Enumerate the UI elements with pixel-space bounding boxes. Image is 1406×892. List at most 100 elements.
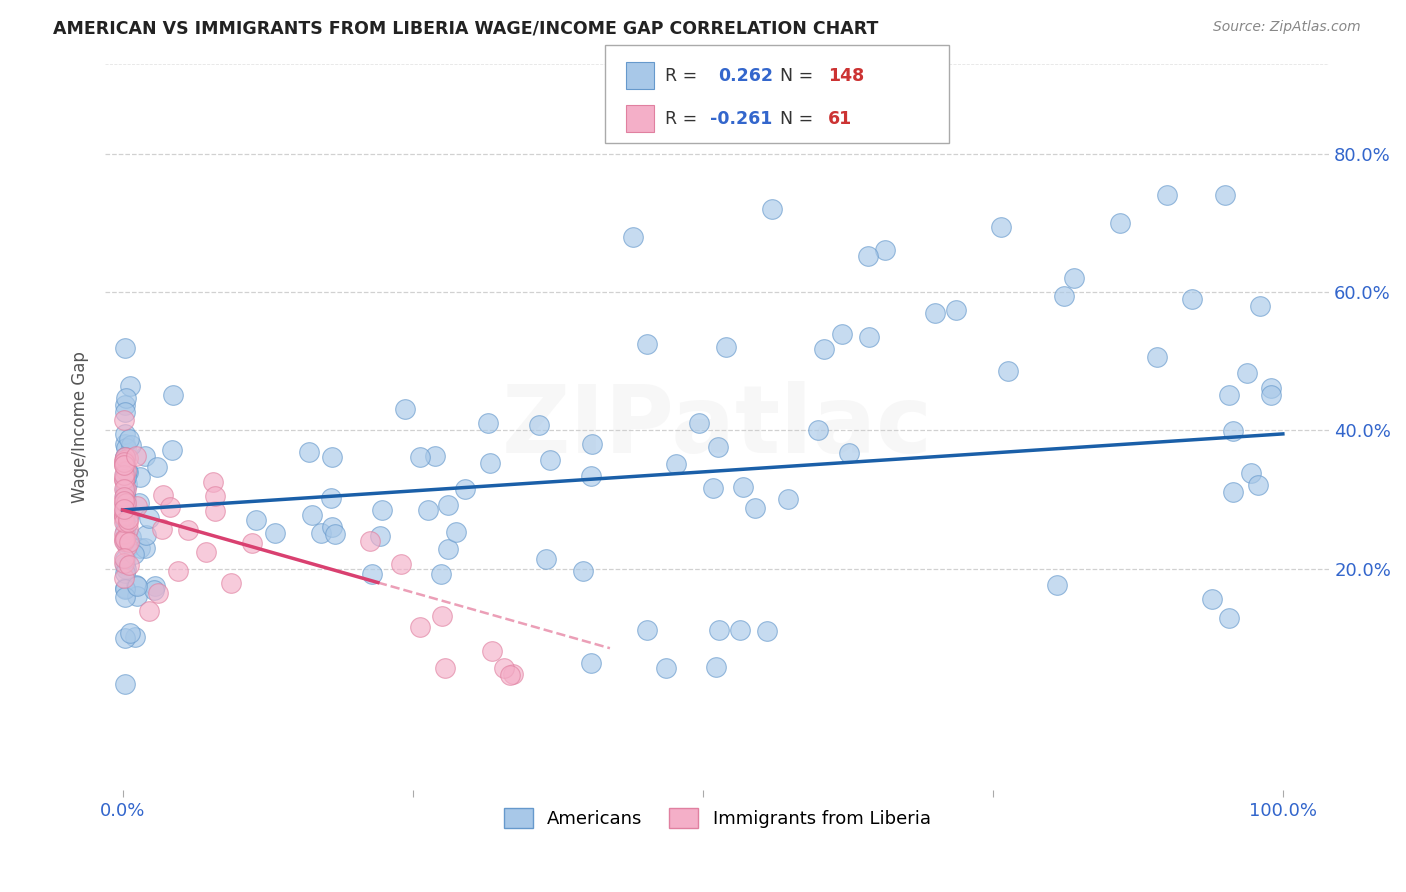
Point xyxy=(159,500,181,514)
Point xyxy=(114,551,136,566)
Point xyxy=(245,513,267,527)
Point xyxy=(135,528,157,542)
Point xyxy=(112,412,135,426)
Point xyxy=(297,445,319,459)
Point xyxy=(112,490,135,504)
Point xyxy=(831,326,853,341)
Point xyxy=(359,533,381,548)
Point xyxy=(114,533,136,548)
Text: 148: 148 xyxy=(828,67,865,85)
Point xyxy=(114,582,136,596)
Text: AMERICAN VS IMMIGRANTS FROM LIBERIA WAGE/INCOME GAP CORRELATION CHART: AMERICAN VS IMMIGRANTS FROM LIBERIA WAGE… xyxy=(53,20,879,37)
Point xyxy=(114,398,136,412)
Point xyxy=(114,341,136,355)
Point xyxy=(579,469,602,483)
Text: N =: N = xyxy=(780,67,820,85)
Text: N =: N = xyxy=(780,110,820,128)
Point xyxy=(167,564,190,578)
Point xyxy=(114,500,136,515)
Point xyxy=(492,661,515,675)
Point xyxy=(118,534,141,549)
Point xyxy=(1063,271,1085,285)
Point xyxy=(112,551,135,566)
Point xyxy=(114,450,136,464)
Point xyxy=(858,330,880,344)
Point xyxy=(264,526,287,541)
Point xyxy=(112,510,135,524)
Point xyxy=(360,567,382,582)
Point xyxy=(152,488,174,502)
Point xyxy=(115,491,138,506)
Point xyxy=(114,491,136,506)
Point xyxy=(538,453,561,467)
Point xyxy=(665,458,688,472)
Point xyxy=(1046,577,1069,591)
Point xyxy=(118,508,141,522)
Point xyxy=(114,497,136,511)
Point xyxy=(127,589,149,603)
Point xyxy=(124,547,146,561)
Point xyxy=(115,496,138,510)
Point xyxy=(112,532,135,546)
Point xyxy=(112,458,135,472)
Point xyxy=(124,630,146,644)
Point xyxy=(114,489,136,503)
Point xyxy=(115,482,138,496)
Point xyxy=(502,667,524,681)
Point xyxy=(813,343,835,357)
Point xyxy=(112,483,135,497)
Text: -0.261: -0.261 xyxy=(710,110,772,128)
Point xyxy=(112,497,135,511)
Point xyxy=(416,503,439,517)
Point xyxy=(756,624,779,638)
Point xyxy=(481,644,503,658)
Point xyxy=(454,482,477,496)
Point xyxy=(112,467,135,482)
Point xyxy=(138,604,160,618)
Point xyxy=(368,529,391,543)
Point xyxy=(162,388,184,402)
Point xyxy=(117,511,139,525)
Point xyxy=(114,631,136,645)
Point xyxy=(478,456,501,470)
Point xyxy=(114,437,136,451)
Point xyxy=(112,516,135,530)
Point xyxy=(114,473,136,487)
Point xyxy=(838,446,860,460)
Y-axis label: Wage/Income Gap: Wage/Income Gap xyxy=(72,351,89,503)
Point xyxy=(114,392,136,406)
Point xyxy=(117,464,139,478)
Point xyxy=(127,499,149,513)
Point xyxy=(118,432,141,446)
Point xyxy=(134,541,156,555)
Point xyxy=(114,562,136,576)
Point xyxy=(112,508,135,522)
Point xyxy=(731,480,754,494)
Point xyxy=(112,453,135,467)
Point xyxy=(702,481,724,495)
Point xyxy=(204,504,226,518)
Point xyxy=(114,566,136,580)
Point xyxy=(145,579,167,593)
Point xyxy=(114,464,136,478)
Point xyxy=(581,437,603,451)
Point xyxy=(114,483,136,497)
Point xyxy=(655,661,678,675)
Point xyxy=(1222,424,1244,438)
Point xyxy=(301,508,323,523)
Point xyxy=(924,306,946,320)
Point xyxy=(434,661,457,675)
Point xyxy=(195,545,218,559)
Point xyxy=(114,499,136,513)
Point xyxy=(1146,350,1168,364)
Point xyxy=(1109,216,1132,230)
Point xyxy=(114,534,136,549)
Point xyxy=(1222,485,1244,500)
Point xyxy=(118,379,141,393)
Text: Source: ZipAtlas.com: Source: ZipAtlas.com xyxy=(1213,20,1361,34)
Point xyxy=(114,467,136,482)
Point xyxy=(1181,292,1204,306)
Point xyxy=(707,623,730,637)
Point xyxy=(114,500,136,514)
Point xyxy=(1218,387,1240,401)
